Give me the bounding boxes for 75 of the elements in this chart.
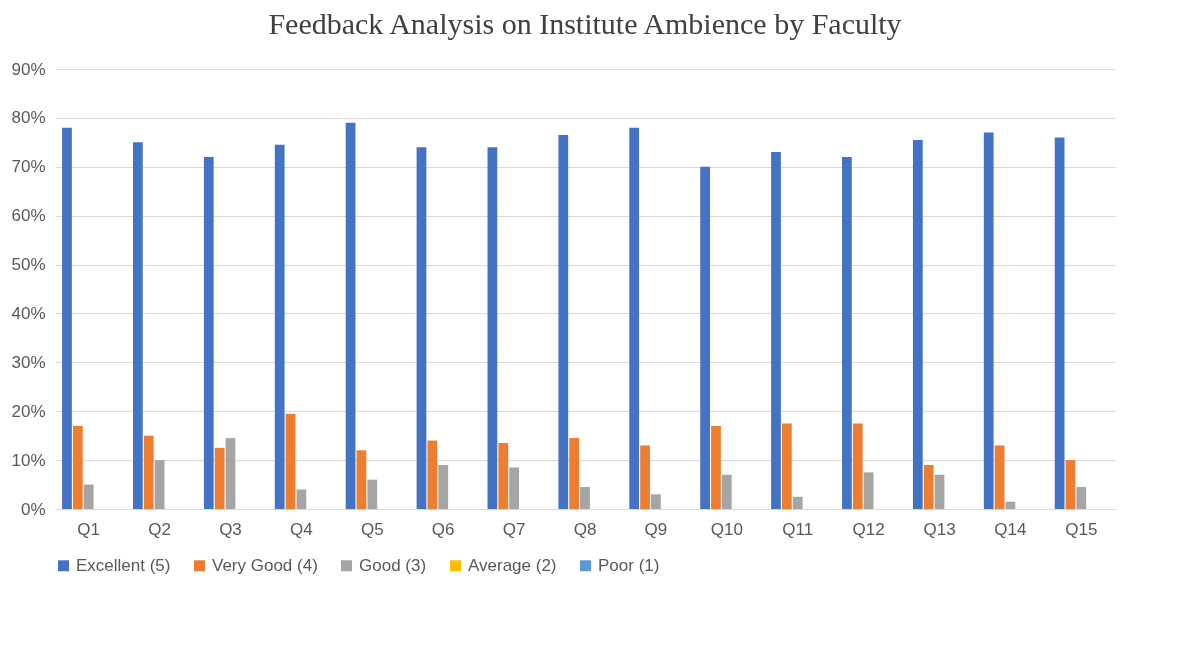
bar [62, 127, 72, 509]
bar [1065, 460, 1076, 509]
bar [274, 144, 285, 509]
x-tick-label: Q13 [923, 519, 956, 539]
bar [214, 447, 225, 509]
y-tick-label: 60% [11, 206, 46, 226]
bar [203, 157, 214, 509]
legend-label: Good (3) [359, 555, 427, 575]
bar [558, 135, 569, 509]
bar [781, 423, 792, 509]
y-tick-label: 0% [20, 499, 46, 519]
x-tick-label: Q14 [994, 519, 1027, 539]
x-tick-label: Q8 [573, 519, 597, 539]
bar [154, 460, 165, 509]
y-tick-label: 90% [11, 59, 46, 79]
x-tick-label: Q15 [1065, 519, 1098, 539]
bar [721, 474, 732, 509]
y-tick-label: 50% [11, 255, 46, 275]
bar [225, 438, 236, 509]
x-tick-label: Q1 [77, 519, 101, 539]
bar [640, 445, 650, 509]
bar [700, 166, 710, 509]
legend-label: Poor (1) [598, 555, 660, 575]
bar [983, 132, 994, 509]
bar [923, 465, 934, 509]
x-tick-label: Q2 [148, 519, 171, 539]
bar [296, 489, 307, 509]
bar [651, 494, 661, 509]
x-tick-label: Q12 [852, 519, 885, 539]
bar [852, 423, 863, 509]
bar [771, 152, 781, 509]
legend-label: Excellent (5) [76, 555, 171, 575]
bar [842, 157, 852, 509]
bar [487, 147, 498, 509]
x-tick-label: Q5 [360, 519, 384, 539]
bar [509, 467, 519, 509]
y-tick-label: 30% [11, 352, 46, 372]
x-tick-label: Q7 [502, 519, 526, 539]
y-tick-label: 80% [11, 108, 46, 128]
bar [629, 127, 640, 509]
bar [711, 425, 721, 509]
bar [792, 496, 803, 509]
x-tick-label: Q11 [782, 519, 814, 539]
legend-label: Very Good (4) [212, 555, 318, 575]
y-tick-label: 10% [11, 450, 46, 470]
y-tick-label: 70% [11, 157, 46, 177]
bar [416, 147, 427, 509]
legend-label: Average (2) [468, 555, 557, 575]
chart-title: Feedback Analysis on Institute Ambience by Faculty [268, 7, 902, 40]
bar [994, 445, 1005, 509]
bar [580, 487, 590, 509]
bar [345, 122, 356, 509]
x-tick-label: Q9 [644, 519, 668, 539]
bar [285, 413, 296, 509]
bar [367, 479, 378, 509]
bar [427, 440, 438, 509]
x-tick-label: Q10 [710, 519, 743, 539]
bar [356, 450, 367, 509]
y-tick-label: 20% [11, 401, 46, 421]
x-tick-label: Q3 [219, 519, 242, 539]
y-tick-label: 40% [11, 303, 46, 323]
bar [83, 484, 94, 509]
bar [498, 443, 509, 509]
bar [132, 142, 143, 509]
bar [863, 472, 874, 509]
bar [569, 438, 580, 509]
x-tick-label: Q6 [431, 519, 455, 539]
bar [143, 435, 154, 509]
x-tick-label: Q4 [290, 519, 313, 539]
bar [438, 465, 449, 509]
bar [72, 425, 83, 509]
bar [934, 474, 945, 509]
bar [1054, 137, 1065, 509]
bar [912, 139, 923, 509]
bar [1076, 487, 1087, 509]
